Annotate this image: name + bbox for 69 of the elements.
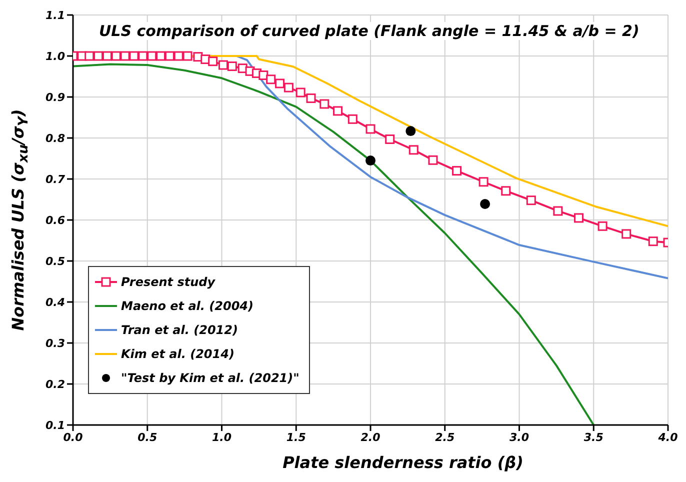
point bbox=[174, 51, 184, 61]
point bbox=[138, 51, 148, 61]
point bbox=[102, 51, 112, 61]
point bbox=[480, 199, 490, 210]
point bbox=[406, 126, 416, 136]
point bbox=[333, 106, 343, 116]
point bbox=[452, 166, 462, 176]
point bbox=[348, 114, 358, 124]
point bbox=[320, 99, 330, 109]
point bbox=[526, 196, 536, 206]
x-tick-label: 0.5 bbox=[138, 430, 158, 444]
y-tick-label: 0.3 bbox=[46, 336, 66, 350]
point bbox=[182, 51, 192, 61]
point bbox=[366, 156, 376, 166]
y-tick-label: 0.2 bbox=[46, 378, 66, 391]
legend-label: "Test by Kim et al. (2021)" bbox=[121, 370, 300, 387]
text: ULS comparison of curved plate (Flank angle = 11.45 & a/b = 2) bbox=[95, 22, 644, 40]
point bbox=[94, 51, 104, 61]
point bbox=[306, 93, 316, 103]
y-tick-label: 0.8 bbox=[46, 132, 66, 145]
legend-label: Tran et al. (2012) bbox=[121, 322, 238, 339]
point bbox=[258, 70, 268, 80]
point bbox=[266, 74, 276, 84]
y-tick-label: 0.4 bbox=[46, 296, 65, 309]
x-axis-title: Plate slenderness ratio (β) bbox=[282, 453, 524, 472]
point bbox=[284, 82, 294, 92]
point bbox=[129, 51, 139, 61]
x-tick-label: 1.0 bbox=[212, 430, 232, 444]
line-series bbox=[73, 63, 595, 425]
point bbox=[111, 51, 121, 61]
legend-label: Present study bbox=[121, 274, 216, 291]
y-tick-label: 0.9 bbox=[46, 90, 66, 104]
point bbox=[227, 62, 237, 71]
x-tick-label: 2.0 bbox=[360, 430, 381, 444]
point bbox=[553, 206, 563, 216]
point bbox=[366, 124, 376, 134]
y-tick-label: 0.7 bbox=[46, 172, 66, 186]
y-tick-label: 1.0 bbox=[46, 50, 66, 63]
point bbox=[408, 145, 418, 155]
point bbox=[156, 51, 166, 61]
point bbox=[275, 78, 285, 88]
x-tick-label: 1.5 bbox=[286, 430, 306, 444]
point bbox=[164, 51, 174, 61]
point bbox=[478, 177, 488, 187]
legend-label: Kim et al. (2014) bbox=[121, 346, 234, 363]
y-tick-label: 0.6 bbox=[46, 214, 66, 227]
point bbox=[218, 60, 228, 70]
point bbox=[84, 51, 94, 61]
point bbox=[574, 213, 584, 223]
point bbox=[648, 236, 658, 246]
y-tick-label: 0.5 bbox=[46, 254, 66, 268]
y-tick-label: 1.1 bbox=[46, 8, 65, 22]
x-tick-label: 0.0 bbox=[63, 430, 84, 444]
point bbox=[428, 155, 438, 165]
point bbox=[120, 51, 130, 61]
point bbox=[501, 186, 511, 196]
point bbox=[208, 56, 218, 66]
line-series bbox=[236, 55, 668, 280]
point bbox=[147, 51, 157, 61]
x-tick-label: 3.0 bbox=[510, 430, 530, 444]
point bbox=[385, 134, 395, 144]
point bbox=[296, 88, 306, 98]
point bbox=[622, 229, 632, 239]
point bbox=[598, 221, 608, 231]
legend-label: Maeno et al. (2004) bbox=[121, 298, 254, 315]
x-tick-label: 3.5 bbox=[584, 430, 604, 444]
x-tick-label: 2.5 bbox=[435, 430, 455, 444]
x-tick-label: 4.0 bbox=[657, 430, 678, 444]
y-tick-label: 0.1 bbox=[46, 418, 65, 432]
